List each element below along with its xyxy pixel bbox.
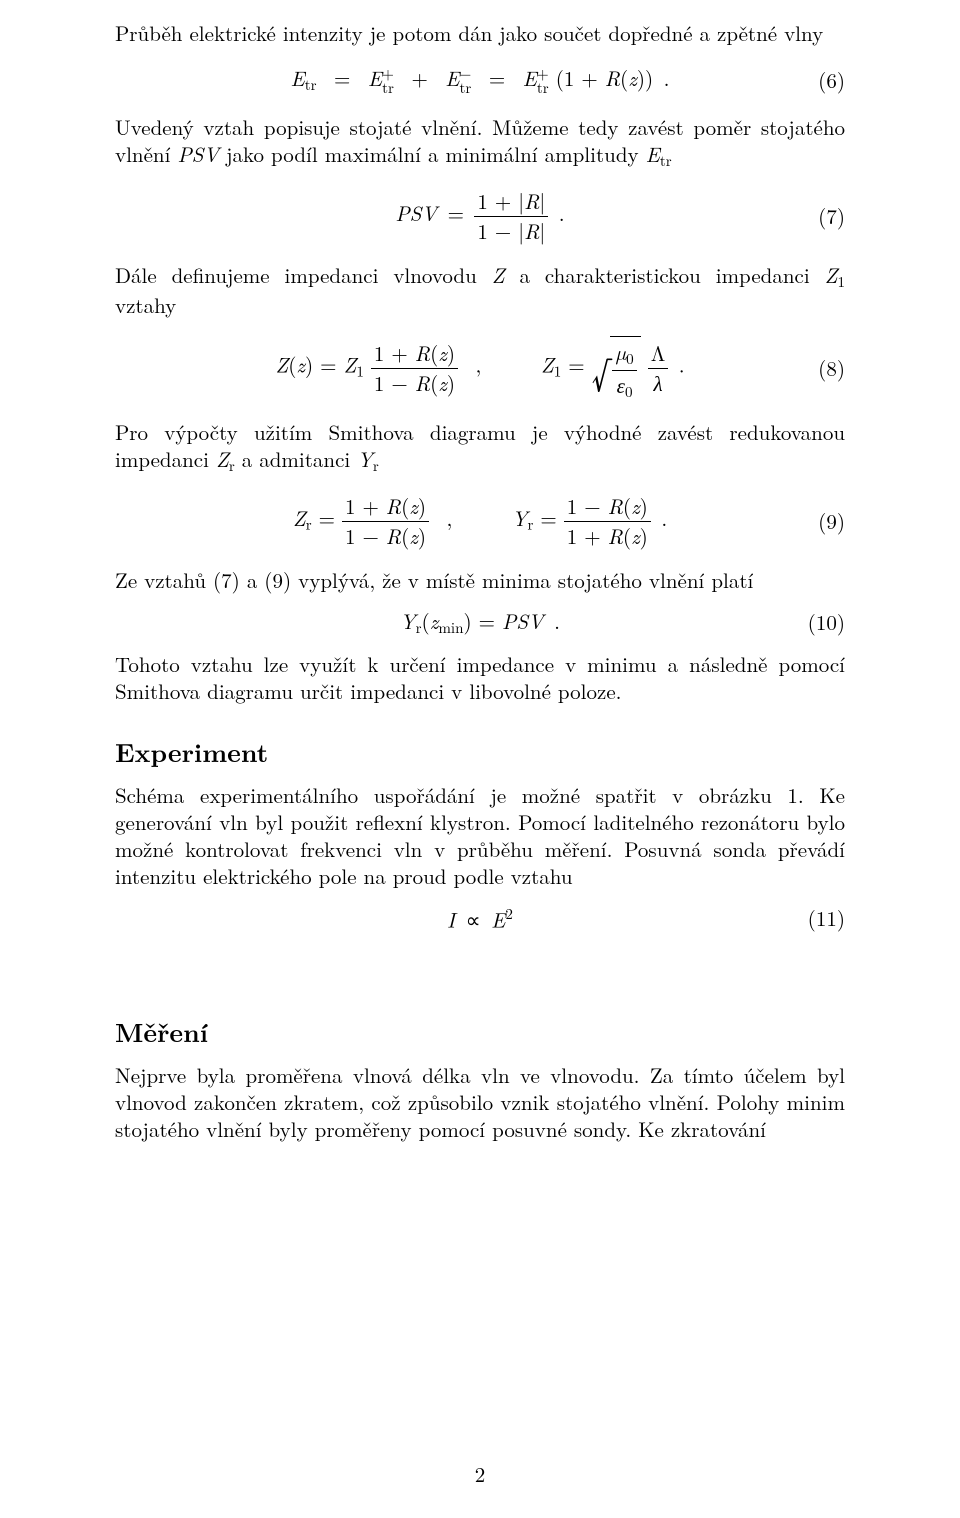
text-p3c: vztahy	[115, 290, 176, 320]
eqnum-11: (11)	[808, 903, 845, 933]
eqnum-8: (8)	[818, 353, 845, 383]
text-p4b: a admitanci	[235, 444, 358, 474]
eqnum-6: (6)	[818, 65, 845, 95]
heading-experiment: Experiment	[115, 735, 845, 768]
paragraph-followup: Ze vztahů (7) a (9) vyplývá, že v místě …	[115, 567, 845, 594]
eqnum-7: (7)	[818, 201, 845, 231]
paragraph-intro: Průběh elektrické intenzity je potom dán…	[115, 20, 845, 47]
equation-8: Z(z) = Z1 1 + R(z)1 − R(z) , Z1 = √µ0ε0 …	[115, 336, 845, 400]
paragraph-mereni: Nejprve byla proměřena vlnová délka vln …	[115, 1062, 845, 1143]
text-p3a: Dále definujeme impedanci vlnovodu	[115, 260, 492, 290]
text-p2b: jako podíl maximální a minimální amplitu…	[219, 139, 646, 169]
equation-7: PSV = 1 + |R|1 − |R| . (7)	[115, 188, 845, 245]
equation-6: Etr = E+tr + E−tr = E+tr (1 + R(z)) . (6…	[115, 65, 845, 96]
eqnum-10: (10)	[808, 607, 845, 637]
page-number: 2	[0, 1461, 960, 1488]
paragraph-use: Tohoto vztahu lze využít k určení impeda…	[115, 651, 845, 705]
equation-10: Yr(zmin) = PSV . (10)	[115, 608, 845, 637]
equation-11: I ∝ E2 (11)	[115, 904, 845, 933]
paragraph-reduced: Pro výpočty užitím Smithova diagramu je …	[115, 419, 845, 475]
paragraph-impedance-def: Dále definujeme impedanci vlnovodu Z a c…	[115, 262, 845, 318]
text-p3b: a charakteristickou impedanci	[505, 260, 825, 290]
paragraph-psv: Uvedený vztah popisuje stojaté vlnění. M…	[115, 114, 845, 170]
paragraph-experiment: Schéma experimentálního uspořádání je mo…	[115, 782, 845, 890]
equation-9: Zr = 1 + R(z)1 − R(z) , Yr = 1 − R(z)1 +…	[115, 493, 845, 550]
heading-mereni: Měření	[115, 1015, 845, 1048]
eqnum-9: (9)	[818, 506, 845, 536]
